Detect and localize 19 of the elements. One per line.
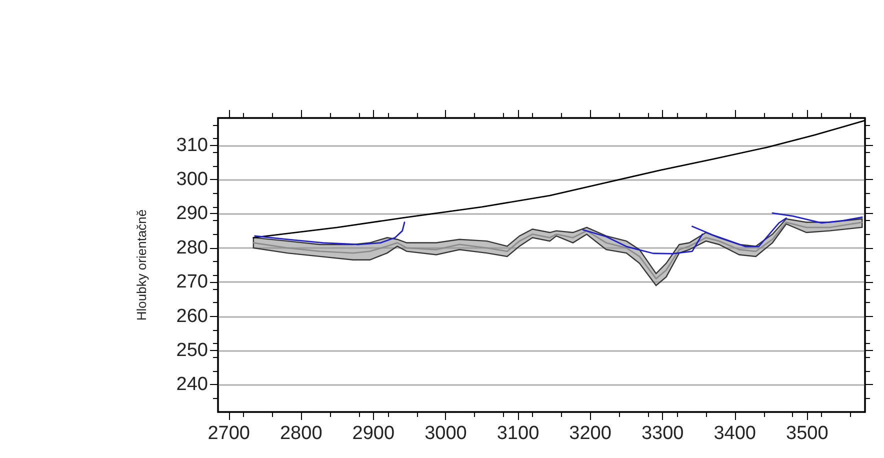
y-tick-label: 260 (176, 306, 208, 327)
x-tick-label: 3500 (786, 423, 828, 444)
y-tick-label: 270 (176, 272, 208, 293)
x-tick-label: 2800 (280, 423, 322, 444)
line-series (252, 222, 863, 280)
x-tick-label: 3400 (714, 423, 756, 444)
y-tick-label: 290 (176, 203, 208, 224)
x-tick-label: 3300 (641, 423, 684, 444)
y-tick-label: 300 (176, 169, 208, 190)
y-tick-label: 280 (176, 237, 208, 258)
y-tick-label: 250 (176, 340, 208, 361)
x-tick-label: 2900 (352, 423, 395, 444)
x-tick-label: 3000 (424, 423, 467, 444)
y-tick-label: 310 (176, 134, 208, 156)
x-tick-label: 2700 (208, 423, 250, 444)
y-tick-label: 240 (176, 374, 208, 396)
y-axis-title: Hloubky orientačně (134, 209, 149, 321)
x-tick-label: 3100 (496, 423, 540, 444)
x-tick-label: 3200 (569, 423, 612, 444)
